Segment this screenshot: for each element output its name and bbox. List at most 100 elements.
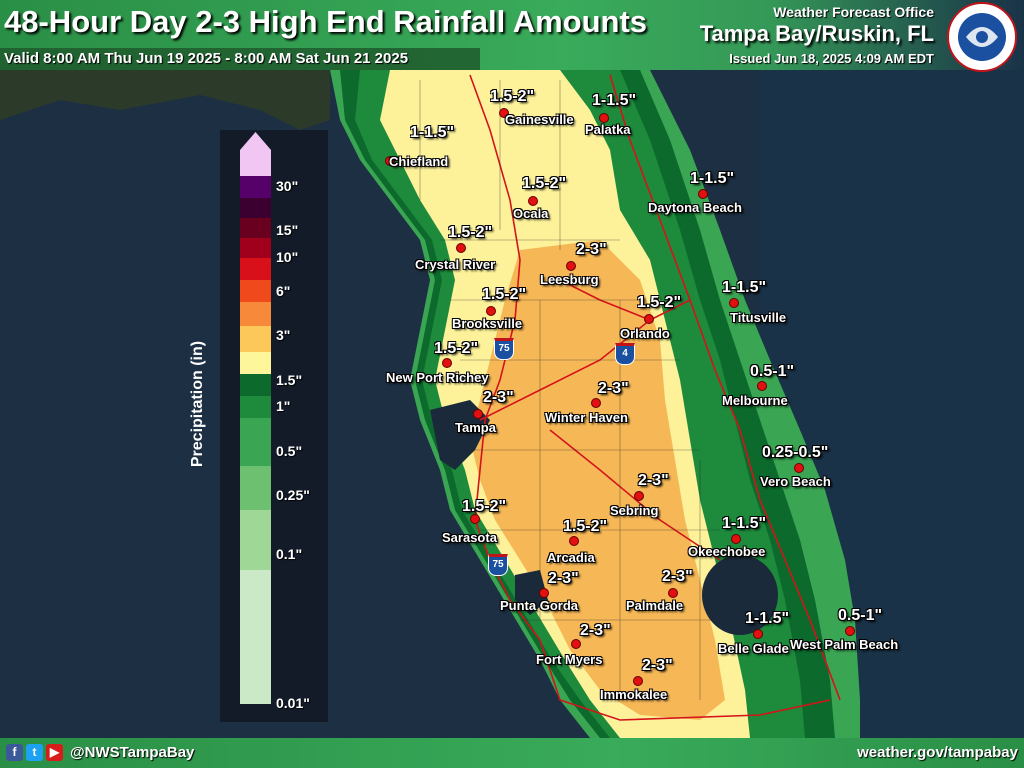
rainfall-amount-label: 1.5-2" xyxy=(563,518,608,535)
rainfall-amount-label: 1.5-2" xyxy=(434,340,479,357)
city-name-label: Daytona Beach xyxy=(648,200,742,215)
footer-bar xyxy=(0,738,1024,768)
city-name-label: Ocala xyxy=(513,206,549,221)
city-marker-dot xyxy=(668,588,678,598)
legend-tick-label: 6" xyxy=(276,283,291,299)
city-marker-dot xyxy=(473,409,483,419)
social-handle[interactable]: @NWSTampaBay xyxy=(70,744,195,761)
city-name-label: Crystal River xyxy=(415,257,496,272)
rainfall-amount-label: 0.5-1" xyxy=(750,363,795,380)
city-name-label: Sarasota xyxy=(442,530,497,545)
city-marker-dot xyxy=(571,639,581,649)
legend-tick-label: 0.5" xyxy=(276,443,303,459)
legend-tick-label: 0.1" xyxy=(276,546,303,562)
legend-swatch xyxy=(240,198,271,218)
legend-swatch xyxy=(240,396,271,418)
issued-time: Issued Jun 18, 2025 4:09 AM EDT xyxy=(729,51,934,66)
legend-swatch xyxy=(240,418,271,466)
legend-swatch xyxy=(240,326,271,352)
county-lines xyxy=(419,80,760,700)
social-icons: f t ▶ xyxy=(6,744,63,761)
city-marker-dot xyxy=(757,381,767,391)
lake-okeechobee xyxy=(702,555,778,635)
city-name-label: Vero Beach xyxy=(760,474,831,489)
city-marker-dot xyxy=(698,189,708,199)
website-link[interactable]: weather.gov/tampabay xyxy=(857,744,1018,761)
rainfall-amount-label: 1-1.5" xyxy=(410,124,455,141)
office-name: Tampa Bay/Ruskin, FL xyxy=(699,21,934,46)
rainfall-amount-label: 1-1.5" xyxy=(690,170,735,187)
city-marker-dot xyxy=(470,514,480,524)
rainfall-amount-label: 2-3" xyxy=(638,472,669,489)
rainfall-amount-label: 1-1.5" xyxy=(722,515,767,532)
city-marker-dot xyxy=(729,298,739,308)
legend-title: Precipitation (in) xyxy=(189,340,206,468)
city-name-label: Titusville xyxy=(730,310,787,325)
city-name-label: Immokalee xyxy=(600,687,668,702)
rainfall-amount-label: 0.25-0.5" xyxy=(762,444,829,461)
interstate-shield-icon: 4 xyxy=(615,343,635,365)
legend-swatch xyxy=(240,302,271,326)
rainfall-amount-label: 2-3" xyxy=(642,657,673,674)
legend-swatch xyxy=(240,352,271,374)
legend-swatch xyxy=(240,238,271,258)
city-name-label: New Port Richey xyxy=(386,370,489,385)
city-name-label: Gainesville xyxy=(505,112,574,127)
city-name-label: Palatka xyxy=(585,122,631,137)
valid-time-text: Valid 8:00 AM Thu Jun 19 2025 - 8:00 AM … xyxy=(4,50,409,67)
legend-swatch xyxy=(240,176,271,198)
city-name-label: Orlando xyxy=(620,326,670,341)
city-name-label: Sebring xyxy=(610,503,659,518)
legend-color-bar xyxy=(240,132,271,704)
legend-swatch xyxy=(240,150,271,176)
rainfall-amount-label: 2-3" xyxy=(548,570,579,587)
city-name-label: Melbourne xyxy=(722,393,788,408)
rainfall-amount-label: 1-1.5" xyxy=(592,92,637,109)
city-name-label: Punta Gorda xyxy=(500,598,579,613)
city-name-label: Okeechobee xyxy=(688,544,766,559)
rainfall-amount-label: 1-1.5" xyxy=(745,610,790,627)
rainfall-amount-label: 2-3" xyxy=(598,380,629,397)
youtube-icon[interactable]: ▶ xyxy=(46,744,63,761)
legend-tick-label: 15" xyxy=(276,222,299,238)
rainfall-amount-label: 1.5-2" xyxy=(637,294,682,311)
city-marker-dot xyxy=(599,113,609,123)
legend-arrow xyxy=(240,132,271,150)
legend-tick-label: 0.01" xyxy=(276,695,310,711)
city-name-label: Tampa xyxy=(455,420,496,435)
city-marker-dot xyxy=(442,358,452,368)
legend-tick-label: 3" xyxy=(276,327,291,343)
city-marker-dot xyxy=(486,306,496,316)
city-name-label: Leesburg xyxy=(540,272,599,287)
rainfall-amount-label: 1-1.5" xyxy=(722,279,767,296)
city-name-label: Winter Haven xyxy=(545,410,628,425)
interstate-shield-icon: 75 xyxy=(488,554,508,576)
city-name-label: Palmdale xyxy=(626,598,684,613)
rainfall-amount-label: 1.5-2" xyxy=(482,286,527,303)
city-marker-dot xyxy=(456,243,466,253)
city-marker-dot xyxy=(528,196,538,206)
rainfall-amount-label: 1.5-2" xyxy=(448,224,493,241)
city-marker-dot xyxy=(845,626,855,636)
city-name-label: Chiefland xyxy=(389,154,449,169)
city-marker-dot xyxy=(753,629,763,639)
rainfall-amount-label: 0.5-1" xyxy=(838,607,883,624)
legend-swatch xyxy=(240,570,271,704)
city-marker-dot xyxy=(794,463,804,473)
twitter-icon[interactable]: t xyxy=(26,744,43,761)
rainfall-amount-label: 2-3" xyxy=(483,389,514,406)
city-marker-dot xyxy=(385,156,395,166)
legend-swatch xyxy=(240,374,271,396)
legend-swatch xyxy=(240,510,271,570)
map-title: 48-Hour Day 2-3 High End Rainfall Amount… xyxy=(4,4,648,39)
office-label: Weather Forecast Office xyxy=(773,4,934,20)
city-marker-dot xyxy=(634,491,644,501)
rainfall-amount-label: 1.5-2" xyxy=(522,175,567,192)
legend-panel xyxy=(220,130,328,722)
city-marker-dot xyxy=(539,588,549,598)
city-marker-dot xyxy=(731,534,741,544)
facebook-icon[interactable]: f xyxy=(6,744,23,761)
legend-tick-label: 0.25" xyxy=(276,487,310,503)
nws-logo-icon xyxy=(947,2,1017,72)
